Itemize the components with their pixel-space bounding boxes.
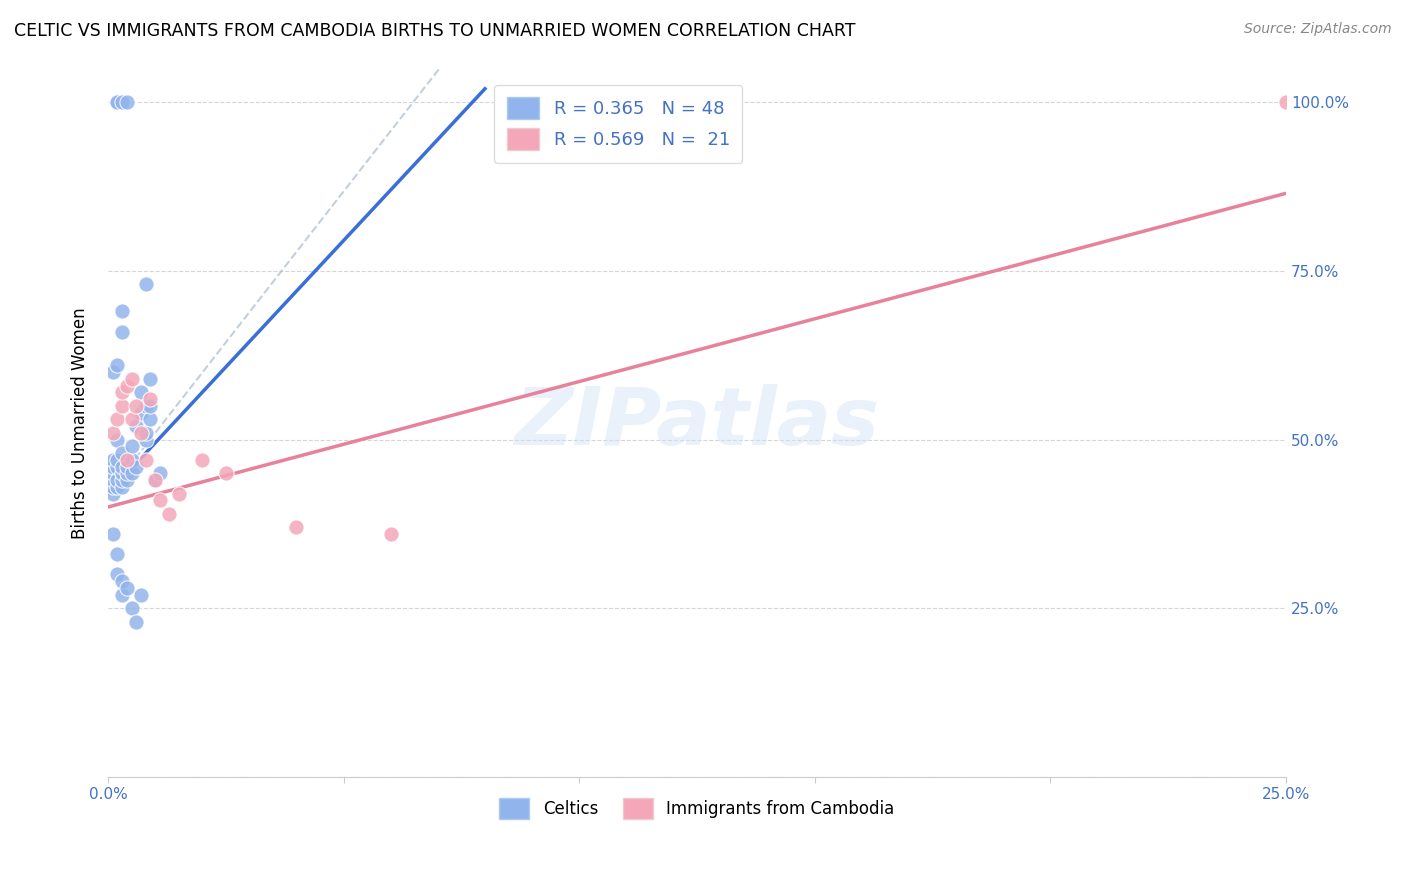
Point — [107, 452, 129, 467]
Point — [121, 372, 143, 386]
Point — [129, 406, 152, 420]
Point — [111, 588, 134, 602]
Point — [101, 459, 124, 474]
Point — [101, 473, 124, 487]
Point — [121, 467, 143, 481]
Point — [111, 473, 134, 487]
Point — [129, 425, 152, 440]
Point — [380, 527, 402, 541]
Point — [121, 452, 143, 467]
Point — [107, 433, 129, 447]
Text: ZIPatlas: ZIPatlas — [515, 384, 880, 462]
Point — [139, 372, 162, 386]
Point — [107, 473, 129, 487]
Point — [121, 439, 143, 453]
Point — [125, 399, 148, 413]
Point — [111, 304, 134, 318]
Point — [107, 459, 129, 474]
Point — [149, 467, 172, 481]
Point — [129, 588, 152, 602]
Point — [107, 567, 129, 582]
Point — [107, 95, 129, 110]
Point — [285, 520, 308, 534]
Point — [107, 480, 129, 494]
Point — [111, 95, 134, 110]
Y-axis label: Births to Unmarried Women: Births to Unmarried Women — [72, 307, 89, 539]
Point — [115, 459, 138, 474]
Point — [101, 480, 124, 494]
Point — [135, 277, 157, 292]
Point — [121, 412, 143, 426]
Point — [135, 433, 157, 447]
Point — [115, 581, 138, 595]
Point — [111, 446, 134, 460]
Text: Source: ZipAtlas.com: Source: ZipAtlas.com — [1244, 22, 1392, 37]
Point — [143, 473, 166, 487]
Point — [143, 473, 166, 487]
Point — [115, 473, 138, 487]
Point — [215, 467, 238, 481]
Point — [107, 359, 129, 373]
Point — [115, 378, 138, 392]
Point — [139, 392, 162, 406]
Point — [101, 486, 124, 500]
Point — [139, 412, 162, 426]
Point — [107, 95, 129, 110]
Point — [111, 467, 134, 481]
Legend: Celtics, Immigrants from Cambodia: Celtics, Immigrants from Cambodia — [492, 791, 901, 825]
Point — [111, 459, 134, 474]
Point — [149, 493, 172, 508]
Point — [107, 547, 129, 561]
Point — [101, 467, 124, 481]
Point — [101, 365, 124, 379]
Point — [139, 399, 162, 413]
Point — [111, 325, 134, 339]
Point — [107, 412, 129, 426]
Point — [111, 480, 134, 494]
Point — [101, 527, 124, 541]
Point — [111, 385, 134, 400]
Point — [121, 601, 143, 615]
Text: CELTIC VS IMMIGRANTS FROM CAMBODIA BIRTHS TO UNMARRIED WOMEN CORRELATION CHART: CELTIC VS IMMIGRANTS FROM CAMBODIA BIRTH… — [14, 22, 856, 40]
Point — [125, 419, 148, 434]
Point — [115, 467, 138, 481]
Point — [125, 615, 148, 629]
Point — [191, 452, 214, 467]
Point — [1275, 95, 1298, 110]
Point — [129, 385, 152, 400]
Point — [115, 452, 138, 467]
Point — [157, 507, 180, 521]
Point — [125, 459, 148, 474]
Point — [135, 425, 157, 440]
Point — [135, 399, 157, 413]
Point — [111, 399, 134, 413]
Point — [135, 452, 157, 467]
Point — [115, 95, 138, 110]
Point — [101, 425, 124, 440]
Point — [111, 574, 134, 589]
Point — [101, 452, 124, 467]
Point — [167, 486, 190, 500]
